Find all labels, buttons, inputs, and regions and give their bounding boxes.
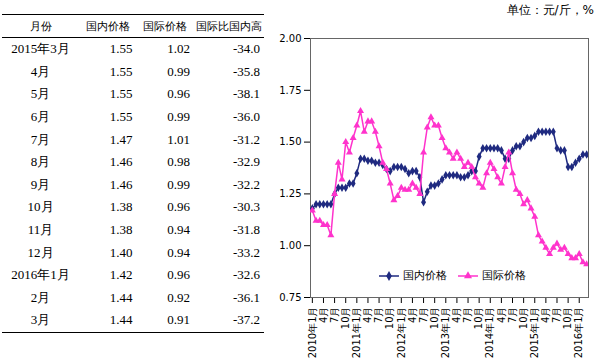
html-text:国内价格: 国内价格 <box>85 19 130 33</box>
html-text:5月: 5月 <box>30 86 51 102</box>
svg-text:10月: 10月 <box>473 307 484 330</box>
html-text:0.99: 0.99 <box>167 109 190 125</box>
html-text:2月: 2月 <box>30 289 51 305</box>
html-text:0.94: 0.94 <box>167 244 190 260</box>
svg-text:1.50: 1.50 <box>279 136 301 147</box>
svg-text:1.25: 1.25 <box>279 188 301 199</box>
html-text:0.92: 0.92 <box>167 289 190 305</box>
html-text:1.40: 1.40 <box>109 244 133 260</box>
html-text:0.96: 0.96 <box>167 199 190 215</box>
html-text:6月: 6月 <box>30 109 51 125</box>
html-text:1.46: 1.46 <box>109 154 133 170</box>
html-text:0.96: 0.96 <box>167 267 190 283</box>
html-text:1.55: 1.55 <box>109 41 133 57</box>
html-text:1.02: 1.02 <box>167 41 190 57</box>
html-text:-30.3: -30.3 <box>232 199 260 215</box>
html-text:1.44: 1.44 <box>109 312 133 328</box>
html-text:国际价格: 国际价格 <box>143 19 188 33</box>
html-text:1.47: 1.47 <box>109 131 133 147</box>
html-text:-32.2: -32.2 <box>232 176 260 192</box>
svg-text:10月: 10月 <box>384 307 395 330</box>
html-text:4月: 4月 <box>30 63 51 79</box>
html-text:1.44: 1.44 <box>109 289 133 305</box>
svg-text:2011年1月: 2011年1月 <box>351 307 362 359</box>
svg-text:4月: 4月 <box>451 307 462 323</box>
svg-text:2.00: 2.00 <box>279 33 301 44</box>
html-text:9月: 9月 <box>30 176 51 192</box>
svg-text:7月: 7月 <box>373 307 384 323</box>
html-text:-31.8: -31.8 <box>232 222 260 237</box>
html-text:-32.9: -32.9 <box>232 154 260 170</box>
svg-text:4月: 4月 <box>496 307 507 323</box>
svg-text:2014年1月: 2014年1月 <box>484 307 495 359</box>
svg-text:2016年1月: 2016年1月 <box>573 307 584 359</box>
html-text:国内价格: 国内价格 <box>403 269 447 283</box>
html-text:0.99: 0.99 <box>167 176 190 192</box>
html-text:单位：元/斤，%: 单位：元/斤，% <box>506 3 594 17</box>
svg-text:4月: 4月 <box>540 307 551 323</box>
html-text:2015年3月: 2015年3月 <box>11 41 70 57</box>
html-text:2016年1月: 2016年1月 <box>11 267 70 283</box>
svg-text:10月: 10月 <box>562 307 573 330</box>
html-text:3月: 3月 <box>30 312 51 328</box>
html-text:-36.1: -36.1 <box>232 289 260 305</box>
html-text:1.42: 1.42 <box>109 267 133 283</box>
svg-text:7月: 7月 <box>551 307 562 323</box>
svg-text:2010年1月: 2010年1月 <box>307 307 318 359</box>
html-text:月份: 月份 <box>29 19 52 33</box>
html-text:11月: 11月 <box>27 222 54 237</box>
html-text:0.96: 0.96 <box>167 86 190 102</box>
html-text:1.55: 1.55 <box>109 86 133 102</box>
html-text:10月: 10月 <box>27 199 54 215</box>
svg-text:7月: 7月 <box>507 307 518 323</box>
html-text:-31.2: -31.2 <box>232 131 260 147</box>
svg-text:4月: 4月 <box>318 307 329 323</box>
svg-text:2013年1月: 2013年1月 <box>440 307 451 359</box>
svg-text:4月: 4月 <box>407 307 418 323</box>
html-text:1.38: 1.38 <box>109 222 133 237</box>
svg-text:2012年1月: 2012年1月 <box>396 307 407 359</box>
html-text:0.94: 0.94 <box>167 222 190 237</box>
svg-text:7月: 7月 <box>418 307 429 323</box>
svg-text:10月: 10月 <box>429 307 440 330</box>
svg-text:1.00: 1.00 <box>279 240 301 251</box>
html-text:国际价格: 国际价格 <box>482 269 526 283</box>
html-text:-34.0: -34.0 <box>232 41 260 57</box>
svg-text:0.75: 0.75 <box>279 292 301 303</box>
html-text:1.46: 1.46 <box>109 176 133 192</box>
html-text:-35.8: -35.8 <box>232 63 260 79</box>
html-text:0.91: 0.91 <box>167 312 190 328</box>
svg-text:7月: 7月 <box>462 307 473 323</box>
svg-text:2015年1月: 2015年1月 <box>529 307 540 359</box>
svg-text:10月: 10月 <box>340 307 351 330</box>
html-text:12月: 12月 <box>27 244 54 260</box>
svg-text:1.75: 1.75 <box>279 85 301 96</box>
html-text:0.98: 0.98 <box>167 154 190 170</box>
html-text:-32.6: -32.6 <box>232 267 260 283</box>
html-text:8月: 8月 <box>30 154 51 170</box>
html-text:1.55: 1.55 <box>109 63 133 79</box>
html-text:-38.1: -38.1 <box>232 86 260 102</box>
svg-text:4月: 4月 <box>362 307 373 323</box>
html-text:-33.2: -33.2 <box>232 244 260 260</box>
html-text:0.99: 0.99 <box>167 63 190 79</box>
html-text:7月: 7月 <box>30 131 51 147</box>
html-text:国际比国内高: 国际比国内高 <box>196 19 262 33</box>
html-text:1.38: 1.38 <box>109 199 133 215</box>
html-text:1.55: 1.55 <box>109 109 133 125</box>
html-text:-36.0: -36.0 <box>232 109 260 125</box>
svg-text:10月: 10月 <box>518 307 529 330</box>
html-text:-37.2: -37.2 <box>232 312 260 328</box>
svg-text:7月: 7月 <box>329 307 340 323</box>
html-text:1.01: 1.01 <box>167 131 190 147</box>
